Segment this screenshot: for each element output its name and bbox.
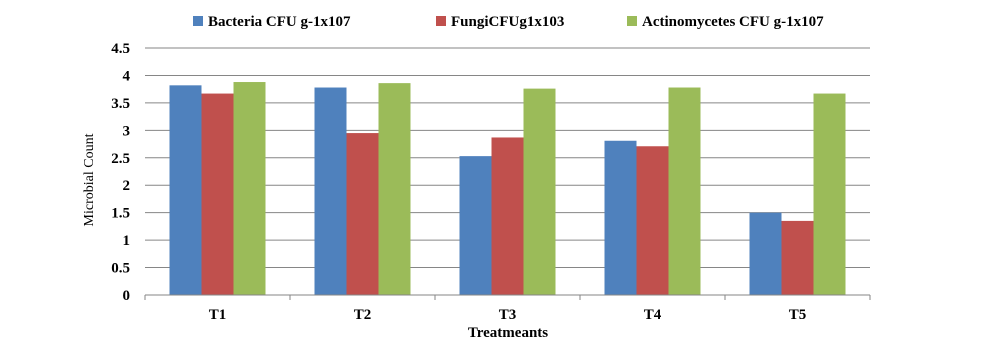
bar-T2-series-3 <box>378 83 411 295</box>
bar-T4-series-1 <box>604 140 637 295</box>
x-tick-label: T4 <box>644 307 662 323</box>
y-tick-label: 1 <box>123 233 131 249</box>
bar-T5-series-1 <box>749 212 782 295</box>
y-tick-label: 0.5 <box>111 261 130 277</box>
bar-T2-series-1 <box>314 87 347 296</box>
legend-label: FungiCFUg1x103 <box>451 14 564 30</box>
y-tick-label: 2.5 <box>111 151 130 167</box>
bar-T5-series-2 <box>781 220 814 295</box>
legend-label: Actinomycetes CFU g-1x107 <box>642 14 824 30</box>
legend-swatch <box>193 16 203 26</box>
y-tick-label: 2 <box>123 178 131 194</box>
x-axis-title: Treatmeants <box>468 325 548 341</box>
bars <box>169 82 846 296</box>
x-tick-marks <box>144 295 871 300</box>
x-tick-label: T1 <box>209 307 227 323</box>
bar-T3-series-3 <box>523 88 556 296</box>
legend-swatch <box>436 16 446 26</box>
y-tick-label: 4 <box>123 68 131 84</box>
bar-T2-series-2 <box>346 133 379 295</box>
y-axis-title: Microbial Count <box>82 133 97 226</box>
bar-T4-series-3 <box>668 87 701 296</box>
bar-T1-series-1 <box>169 85 202 295</box>
y-tick-labels: 0 0.5 1 1.5 2 2.5 3 3.5 4 4.5 <box>111 41 130 304</box>
bar-T3-series-1 <box>459 156 492 295</box>
bar-T1-series-3 <box>233 82 266 295</box>
y-tick-label: 3.5 <box>111 96 130 112</box>
y-tick-label: 4.5 <box>111 41 130 57</box>
bar-T3-series-2 <box>491 137 524 295</box>
category-labels: T1 T2 T3 T4 T5 <box>209 307 807 323</box>
x-tick-label: T5 <box>789 307 807 323</box>
x-tick-label: T2 <box>354 307 372 323</box>
legend: Bacteria CFU g-1x107 FungiCFUg1x103 Actino… <box>193 14 824 30</box>
bar-T5-series-3 <box>813 93 846 296</box>
bar-T1-series-2 <box>201 93 234 296</box>
y-tick-label: 3 <box>123 123 131 139</box>
y-tick-label: 0 <box>123 288 131 304</box>
legend-swatch <box>627 16 637 26</box>
bar-T4-series-2 <box>636 146 669 295</box>
legend-label: Bacteria CFU g-1x107 <box>208 14 351 30</box>
x-tick-label: T3 <box>499 307 517 323</box>
y-tick-label: 1.5 <box>111 206 130 222</box>
